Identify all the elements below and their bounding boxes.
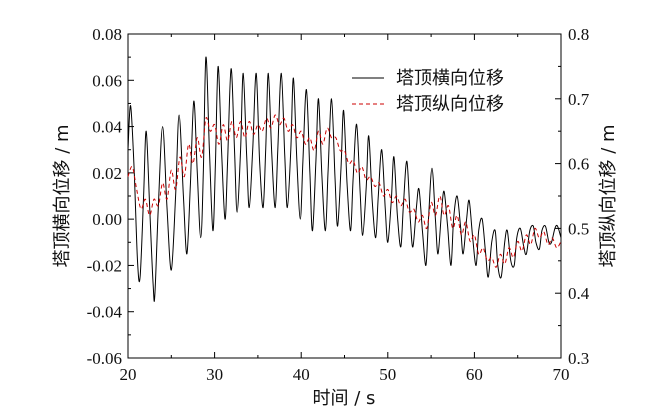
y-axis-left: 0.08 0.06 0.04 0.02 0.00 -0.02 -0.04 -0.06 (87, 25, 134, 368)
y-right-tick-label: 0.7 (568, 90, 590, 109)
y-right-tick-label: 0.6 (568, 155, 589, 174)
x-tick-label: 40 (293, 365, 310, 384)
x-axis-title: 时间 / s (313, 388, 376, 409)
series-lines (127, 56, 562, 302)
x-tick-label: 70 (553, 365, 570, 384)
y-right-axis-title: 塔顶纵向位移 / m (598, 124, 619, 267)
y-left-tick-label: 0.06 (92, 71, 122, 90)
x-tick-label: 30 (206, 365, 223, 384)
y-left-axis-title: 塔顶横向位移 / m (52, 124, 73, 267)
y-right-tick-label: 0.5 (568, 219, 589, 238)
y-right-tick-label: 0.3 (568, 349, 589, 368)
y-axis-right: 0.8 0.7 0.6 0.5 0.4 0.3 (555, 25, 590, 368)
legend: 塔顶横向位移 塔顶纵向位移 (352, 68, 504, 115)
x-tick-label: 60 (466, 365, 483, 384)
y-left-tick-label: -0.06 (87, 349, 122, 368)
y-left-tick-label: 0.02 (92, 164, 122, 183)
legend-label-lateral: 塔顶横向位移 (396, 68, 504, 89)
y-left-tick-label: 0.04 (92, 118, 122, 137)
y-right-tick-label: 0.4 (568, 284, 590, 303)
series-line-longitudinal-displacement (127, 114, 562, 268)
x-tick-label: 50 (379, 365, 396, 384)
y-left-tick-label: 0.08 (92, 25, 122, 44)
y-right-tick-label: 0.8 (568, 25, 589, 44)
legend-label-longitudinal: 塔顶纵向位移 (396, 94, 504, 115)
y-left-tick-label: -0.02 (87, 256, 122, 275)
x-axis: 20 30 40 50 60 70 (120, 34, 570, 384)
x-tick-label: 20 (120, 365, 137, 384)
y-left-tick-label: -0.04 (87, 303, 123, 322)
y-left-tick-label: 0.00 (92, 210, 122, 229)
